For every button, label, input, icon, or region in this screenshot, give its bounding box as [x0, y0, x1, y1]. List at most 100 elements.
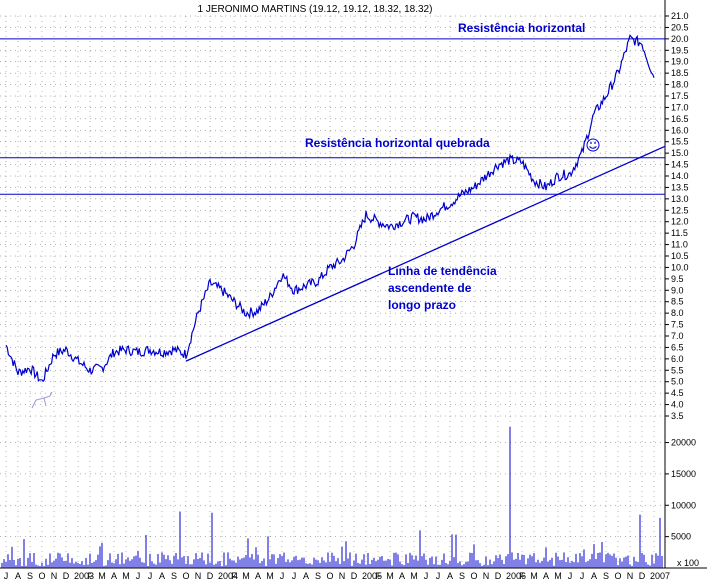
x-tick-label: 2006	[506, 571, 526, 581]
volume-tick-label: 10000	[671, 500, 696, 510]
y-tick-label: 12.5	[671, 205, 689, 215]
x-tick-label: J	[424, 571, 429, 581]
y-tick-label: 16.0	[671, 125, 689, 135]
trendline	[185, 145, 666, 362]
x-tick-label: M	[242, 571, 250, 581]
x-tick-label: A	[447, 571, 453, 581]
x-tick-label: J	[280, 571, 285, 581]
y-tick-label: 12.0	[671, 217, 689, 227]
volume-tick-label: 20000	[671, 438, 696, 448]
y-tick-label: 15.5	[671, 137, 689, 147]
x-tick-label: S	[171, 571, 177, 581]
y-tick-label: 5.5	[671, 365, 684, 375]
y-tick-label: 6.5	[671, 342, 684, 352]
x-tick-label: A	[591, 571, 597, 581]
x-tick-label: J	[568, 571, 573, 581]
y-tick-label: 8.5	[671, 297, 684, 307]
x-tick-label: M	[386, 571, 394, 581]
animal-doodle-icon	[31, 391, 53, 409]
annotation-lines	[0, 38, 666, 362]
x-tick-label: N	[51, 571, 58, 581]
x-tick-label: F	[375, 571, 381, 581]
x-tick-label: A	[111, 571, 117, 581]
x-tick-label: D	[207, 571, 214, 581]
y-tick-label: 20.5	[671, 22, 689, 32]
y-tick-label: 6.0	[671, 354, 684, 364]
y-tick-label: 9.0	[671, 285, 684, 295]
y-tick-label: 19.0	[671, 57, 689, 67]
y-tick-label: 19.5	[671, 45, 689, 55]
y-tick-label: 18.5	[671, 68, 689, 78]
x-tick-label: A	[543, 571, 549, 581]
label-trend-1: Linha de tendência	[388, 264, 497, 278]
x-tick-label: S	[27, 571, 33, 581]
y-tick-label: 16.5	[671, 114, 689, 124]
label-resistance-top: Resistência horizontal	[458, 21, 585, 35]
x-tick-label: M	[122, 571, 130, 581]
x-tick-label: F	[519, 571, 525, 581]
x-tick-label: M	[530, 571, 538, 581]
x-tick-label: J	[580, 571, 585, 581]
smiley-icon	[586, 138, 600, 152]
y-tick-label: 21.0	[671, 11, 689, 21]
x-tick-label: M	[410, 571, 418, 581]
grid	[0, 0, 707, 569]
x-tick-label: D	[495, 571, 502, 581]
x-tick-label: A	[255, 571, 261, 581]
x-tick-label: N	[483, 571, 490, 581]
x-tick-label: 2005	[362, 571, 382, 581]
x-tick-label: A	[399, 571, 405, 581]
y-tick-label: 14.0	[671, 171, 689, 181]
x-tick-label: J	[436, 571, 441, 581]
y-tick-label: 10.5	[671, 251, 689, 261]
y-axis: 3.54.0 4.55.0 5.56.0 6.57.07.5 8.08.5 9.09.5 1…	[665, 11, 696, 542]
x-tick-label: A	[15, 571, 21, 581]
x-tick-label: A	[303, 571, 309, 581]
volume-bars	[1, 426, 663, 568]
y-tick-label: 7.0	[671, 331, 684, 341]
x-tick-label: S	[603, 571, 609, 581]
y-tick-label: 4.0	[671, 400, 684, 410]
volume-tick-label: 5000	[671, 532, 691, 542]
x-tick-label: O	[326, 571, 333, 581]
x-tick-label: A	[159, 571, 165, 581]
y-tick-label: 4.5	[671, 388, 684, 398]
y-tick-label: 17.0	[671, 102, 689, 112]
volume-tick-label: 15000	[671, 469, 696, 479]
y-tick-label: 11.0	[671, 240, 688, 250]
x-tick-label: D	[639, 571, 646, 581]
x-tick-label: F	[231, 571, 237, 581]
x-tick-label: N	[339, 571, 346, 581]
label-trend-2: ascendente de	[388, 281, 472, 295]
y-tick-label: 13.0	[671, 194, 689, 204]
chart-title: 1 JERONIMO MARTINS (19.12, 19.12, 18.32,…	[198, 4, 433, 15]
x-tick-label: 2003	[74, 571, 94, 581]
price-series-line	[5, 34, 655, 383]
x-tick-label: N	[627, 571, 634, 581]
x-tick-label: D	[63, 571, 70, 581]
x-tick-label: J	[4, 571, 9, 581]
x-tick-label: O	[38, 571, 45, 581]
y-tick-label: 5.0	[671, 377, 684, 387]
y-tick-label: 10.0	[671, 262, 689, 272]
y-tick-label: 11.5	[671, 228, 688, 238]
x-tick-label: O	[470, 571, 477, 581]
x-tick-label: 2007	[650, 571, 670, 581]
y-tick-label: 8.0	[671, 308, 684, 318]
y-tick-label: 20.0	[671, 34, 689, 44]
y-tick-label: 3.5	[671, 411, 684, 421]
label-trend-3: longo prazo	[388, 298, 456, 312]
label-resistance-broken: Resistência horizontal quebrada	[305, 136, 490, 150]
x-tick-label: D	[351, 571, 358, 581]
x-tick-label: S	[459, 571, 465, 581]
x-tick-label: J	[136, 571, 141, 581]
x-tick-label: S	[315, 571, 321, 581]
x-tick-label: M	[98, 571, 106, 581]
y-tick-label: 17.5	[671, 91, 689, 101]
x-tick-label: F	[87, 571, 93, 581]
x-tick-label: O	[182, 571, 189, 581]
x-tick-label: O	[614, 571, 621, 581]
